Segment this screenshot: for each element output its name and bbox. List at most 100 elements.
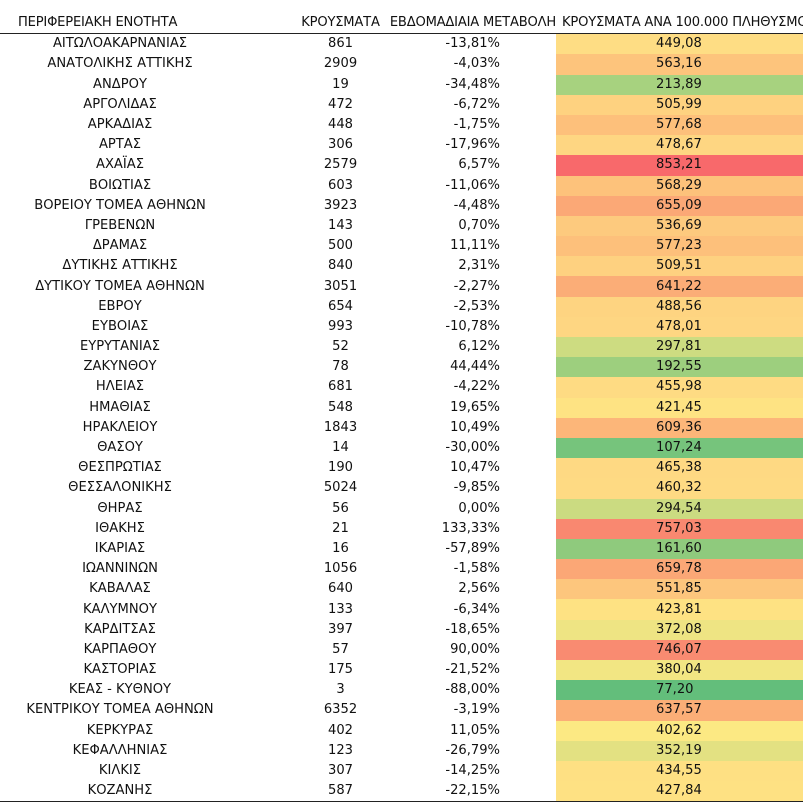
table-row: ΒΟΙΩΤΙΑΣ 603 -11,06% 568,29 <box>0 175 803 196</box>
table-row: ΚΕΡΚΥΡΑΣ 402 11,05% 402,62 <box>0 720 803 741</box>
cell-cases: 6352 <box>323 702 358 718</box>
cell-region: ΑΙΤΩΛΟΑΚΑΡΝΑΝΙΑΣ <box>0 34 293 55</box>
cell-cases: 472 <box>328 96 353 112</box>
cell-region-text: ΔΥΤΙΚΟΥ ΤΟΜΕΑ ΑΘΗΝΩΝ <box>35 278 205 294</box>
cell-cases: 448 <box>328 117 353 133</box>
cell-per-100k: 449,08 <box>556 33 803 55</box>
cell-region-text: ΑΙΤΩΛΟΑΚΑΡΝΑΝΙΑΣ <box>52 36 188 52</box>
table-row: ΓΡΕΒΕΝΩΝ 143 0,70% 536,69 <box>0 215 803 237</box>
table-row: ΑΝΑΤΟΛΙΚΗΣ ΑΤΤΙΚΗΣ 2909 -4,03% 563,16 <box>0 54 803 75</box>
cell-cases: 1056 <box>323 561 358 577</box>
cell-per-100k: 536,69 <box>556 215 803 237</box>
cell-region: ΑΧΑΪΑΣ <box>0 155 293 175</box>
cell-cases: 681 <box>328 379 353 395</box>
cell-region: ΘΗΡΑΣ <box>0 499 293 519</box>
header-region: ΠΕΡΙΦΕΡΕΙΑΚΗ ΕΝΟΤΗΤΑ <box>0 13 293 35</box>
cell-cases: 993 <box>328 318 353 334</box>
cell-region: ΗΛΕΙΑΣ <box>0 377 293 397</box>
cell-cases: 306 <box>328 137 353 153</box>
cell-cases: 3051 <box>323 278 358 294</box>
cell-weekly-change: -4,22% <box>453 379 500 395</box>
cell-per-100k: 757,03 <box>556 518 803 539</box>
cell-weekly-change: 6,12% <box>458 339 500 355</box>
cell-weekly-change: 2,31% <box>458 258 500 274</box>
cell-region: ΔΥΤΙΚΟΥ ΤΟΜΕΑ ΑΘΗΝΩΝ <box>0 276 293 296</box>
cell-region-text: ΓΡΕΒΕΝΩΝ <box>84 217 156 233</box>
cell-per-100k: 434,55 <box>556 760 803 782</box>
cell-cases: 840 <box>328 258 353 274</box>
table-row: ΑΝΔΡΟΥ 19 -34,48% 213,89 <box>0 74 803 95</box>
cell-region: ΚΕΝΤΡΙΚΟΥ ΤΟΜΕΑ ΑΘΗΝΩΝ <box>0 700 293 720</box>
cell-region-text: ΚΕΝΤΡΙΚΟΥ ΤΟΜΕΑ ΑΘΗΝΩΝ <box>26 702 214 718</box>
cell-cases: 307 <box>328 763 353 779</box>
cell-weekly-change: -14,25% <box>445 763 500 779</box>
cell-region-text: ΗΛΕΙΑΣ <box>95 379 145 395</box>
cell-cases: 402 <box>328 722 353 738</box>
cell-region-text: ΚΕΡΚΥΡΑΣ <box>86 722 154 738</box>
table-row: ΑΡΚΑΔΙΑΣ 448 -1,75% 577,68 <box>0 114 803 136</box>
cell-region: ΗΡΑΚΛΕΙΟΥ <box>0 418 293 438</box>
cell-region-text: ΑΝΔΡΟΥ <box>93 76 147 92</box>
table-row: ΚΙΛΚΙΣ 307 -14,25% 434,55 <box>0 760 803 782</box>
table-row: ΕΒΡΟΥ 654 -2,53% 488,56 <box>0 296 803 317</box>
cell-cases: 2909 <box>323 56 358 72</box>
header-weekly-change: ΕΒΔΟΜΑΔΙΑΙΑ ΜΕΤΑΒΟΛΗ <box>388 13 556 35</box>
cell-region-text: ΘΕΣΠΡΩΤΙΑΣ <box>78 460 162 476</box>
cell-per-100k: 478,01 <box>556 316 803 337</box>
table-row: ΙΘΑΚΗΣ 21 133,33% 757,03 <box>0 518 803 539</box>
cell-region: ΚΕΡΚΥΡΑΣ <box>0 721 293 741</box>
cell-per-100k: 465,38 <box>556 458 803 479</box>
cell-region: ΔΥΤΙΚΗΣ ΑΤΤΙΚΗΣ <box>0 256 293 276</box>
cell-weekly-change: 6,57% <box>458 157 500 173</box>
cell-cases: 57 <box>332 641 349 657</box>
cell-weekly-change: -21,52% <box>445 662 500 678</box>
cell-cases: 3923 <box>323 197 358 213</box>
table-row: ΚΑΡΔΙΤΣΑΣ 397 -18,65% 372,08 <box>0 619 803 640</box>
cell-cases: 175 <box>328 662 353 678</box>
cell-weekly-change: -4,48% <box>453 197 500 213</box>
cell-per-100k: 577,23 <box>556 236 803 257</box>
cell-region: ΕΒΡΟΥ <box>0 297 293 317</box>
table-row: ΗΡΑΚΛΕΙΟΥ 1843 10,49% 609,36 <box>0 417 803 438</box>
cell-per-100k: 192,55 <box>556 357 803 378</box>
cell-region-text: ΖΑΚΥΝΘΟΥ <box>83 359 157 375</box>
cell-region: ΚΑΒΑΛΑΣ <box>0 579 293 599</box>
cell-region-text: ΔΥΤΙΚΗΣ ΑΤΤΙΚΗΣ <box>62 258 178 274</box>
cell-weekly-change: -11,06% <box>445 177 500 193</box>
cell-region-text: ΘΕΣΣΑΛΟΝΙΚΗΣ <box>68 480 172 496</box>
cell-per-100k: 853,21 <box>556 155 803 176</box>
cell-region: ΓΡΕΒΕΝΩΝ <box>0 216 293 236</box>
cell-per-100k: 637,57 <box>556 700 803 721</box>
cell-region-text: ΚΑΡΠΑΘΟΥ <box>83 641 157 657</box>
cell-cases: 640 <box>328 581 353 597</box>
header-row: ΠΕΡΙΦΕΡΕΙΑΚΗ ΕΝΟΤΗΤΑ ΚΡΟΥΣΜΑΤΑ ΕΒΔΟΜΑΔΙΑ… <box>0 13 803 35</box>
cell-weekly-change: 11,05% <box>450 722 500 738</box>
cell-region-text: ΕΥΒΟΙΑΣ <box>91 318 149 334</box>
cell-per-100k: 107,24 <box>556 437 803 459</box>
cell-per-100k: 563,16 <box>556 54 803 75</box>
cell-region: ΚΟΖΑΝΗΣ <box>0 781 293 803</box>
cell-region-text: ΔΡΑΜΑΣ <box>92 238 148 254</box>
cases-table: ΠΕΡΙΦΕΡΕΙΑΚΗ ΕΝΟΤΗΤΑ ΚΡΟΥΣΜΑΤΑ ΕΒΔΟΜΑΔΙΑ… <box>0 13 803 803</box>
table-row: ΔΡΑΜΑΣ 500 11,11% 577,23 <box>0 236 803 257</box>
header-cases: ΚΡΟΥΣΜΑΤΑ <box>293 13 388 35</box>
cell-region: ΚΙΛΚΙΣ <box>0 761 293 781</box>
cell-region-text: ΘΑΣΟΥ <box>97 440 143 456</box>
cell-cases: 19 <box>332 76 349 92</box>
cell-region: ΑΡΓΟΛΙΔΑΣ <box>0 95 293 115</box>
cell-weekly-change: -18,65% <box>445 621 500 637</box>
table-row: ΗΜΑΘΙΑΣ 548 19,65% 421,45 <box>0 397 803 418</box>
cell-cases: 587 <box>293 781 388 803</box>
table-row: ΔΥΤΙΚΗΣ ΑΤΤΙΚΗΣ 840 2,31% 509,51 <box>0 256 803 277</box>
cell-per-100k: 455,98 <box>556 377 803 398</box>
cell-region-text: ΒΟΡΕΙΟΥ ΤΟΜΕΑ ΑΘΗΝΩΝ <box>34 197 206 213</box>
cell-per-100k: 423,81 <box>556 599 803 620</box>
table-row: ΒΟΡΕΙΟΥ ΤΟΜΕΑ ΑΘΗΝΩΝ 3923 -4,48% 655,09 <box>0 195 803 216</box>
cell-region: ΔΡΑΜΑΣ <box>0 236 293 256</box>
cell-per-100k: 478,67 <box>556 135 803 156</box>
cell-region: ΚΕΑΣ - ΚΥΘΝΟΥ <box>0 680 293 700</box>
cell-cases: 3 <box>336 682 345 698</box>
cell-weekly-change: -4,03% <box>453 56 500 72</box>
cell-cases: 548 <box>328 399 353 415</box>
cell-per-100k: 161,60 <box>556 538 803 560</box>
